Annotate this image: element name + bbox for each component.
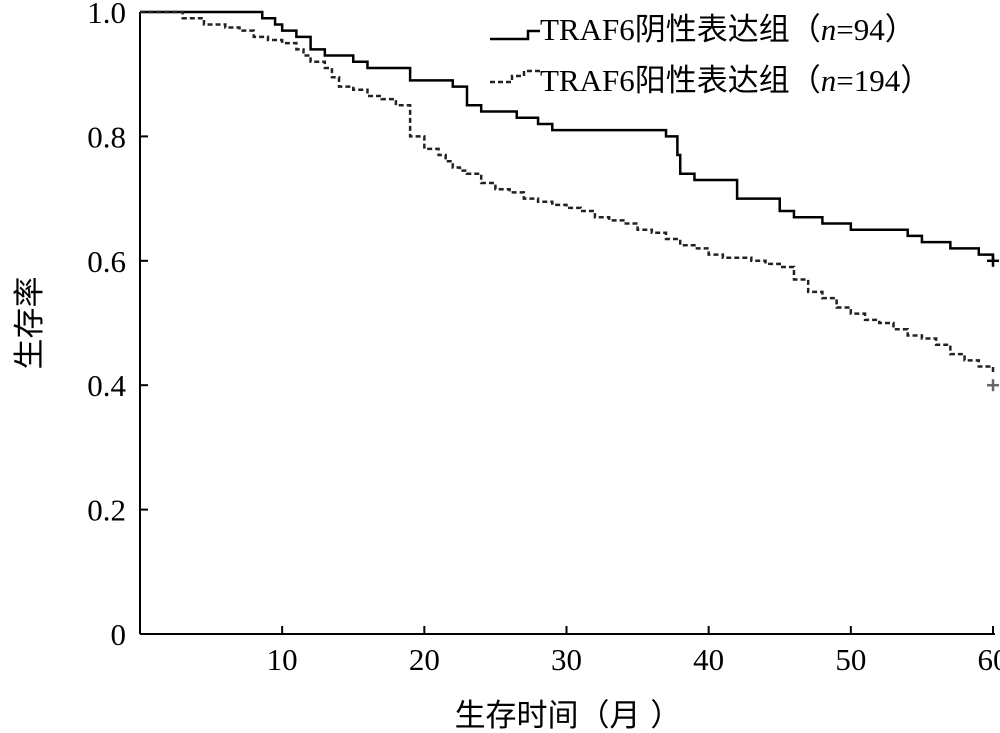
y-tick-label: 0.2: [87, 493, 126, 528]
axes: [139, 12, 995, 635]
legend-swatch-positive: [490, 69, 540, 84]
legend-label-negative-prefix: TRAF6阴性表达组（: [540, 12, 821, 47]
legend: TRAF6阴性表达组（n=94） TRAF6阳性表达组（n=194）: [490, 12, 931, 98]
y-tick-label: 0.8: [87, 119, 126, 154]
y-axis-title: 生存率: [12, 277, 48, 370]
y-tick-label: 0: [111, 617, 127, 652]
series-layer: [140, 10, 999, 392]
legend-label-positive-n: n: [821, 63, 837, 98]
legend-label-negative-n: n: [821, 12, 837, 47]
x-tick-label: 30: [551, 642, 582, 677]
y-tick-label: 0.4: [87, 368, 126, 403]
legend-label-positive-prefix: TRAF6阳性表达组（: [540, 63, 821, 98]
legend-label-negative-suffix: =94）: [836, 12, 915, 47]
x-tick-label: 40: [693, 642, 724, 677]
x-tick-label: 10: [267, 642, 298, 677]
legend-label-positive: TRAF6阳性表达组（n=194）: [540, 63, 931, 98]
x-tick-label: 50: [835, 642, 866, 677]
x-axis-title: 生存时间（月 ）: [455, 698, 682, 733]
survival-curve-positive: [140, 10, 995, 373]
ticks: 10 20 30 40 50 60 0 0.2 0.4 0.6 0.8 1.0: [87, 0, 1000, 677]
legend-swatch-negative: [490, 29, 540, 41]
legend-label-positive-suffix: =194）: [836, 63, 931, 98]
y-tick-label: 1.0: [87, 0, 126, 30]
survival-curve-negative: [140, 10, 995, 261]
x-tick-label: 60: [978, 642, 1000, 677]
legend-label-negative: TRAF6阴性表达组（n=94）: [540, 12, 916, 47]
x-tick-label: 20: [409, 642, 440, 677]
y-tick-label: 0.6: [87, 244, 126, 279]
